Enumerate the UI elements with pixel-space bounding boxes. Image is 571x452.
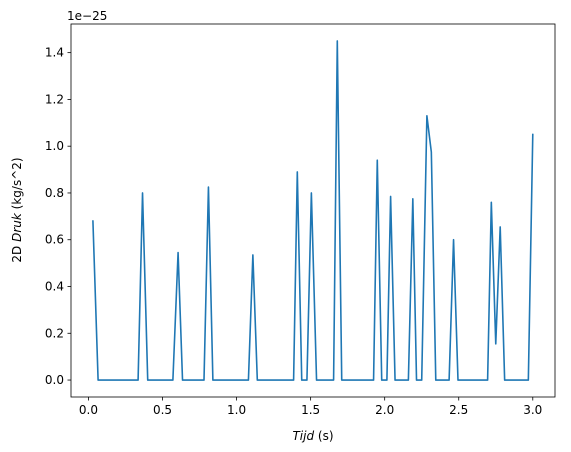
x-tick-label: 3.0 <box>523 403 542 417</box>
x-tick-label: 1.5 <box>301 403 320 417</box>
x-axis-label-italic: Tijd <box>292 429 314 443</box>
y-axis-label-italic: Druk <box>10 212 24 242</box>
y-axis-label: 2D Druk (kg/s^2) <box>10 157 24 262</box>
y-axis-label-rest: (kg/s^2) <box>10 157 24 213</box>
x-tick-label: 0.0 <box>79 403 98 417</box>
x-axis-label: Tijd (s) <box>292 429 333 443</box>
y-tick-label: 0.2 <box>45 326 64 340</box>
x-tick-label: 1.0 <box>227 403 246 417</box>
series-layer <box>92 40 534 381</box>
x-axis-ticks: 0.0 0.5 1.0 1.5 2.0 2.5 3.0 <box>79 397 542 417</box>
y-tick-label: 1.0 <box>45 139 64 153</box>
x-tick-label: 2.0 <box>375 403 394 417</box>
y-scale-label: 1e−25 <box>67 9 107 23</box>
x-tick-label: 0.5 <box>153 403 172 417</box>
x-axis-label-rest: (s) <box>314 429 333 443</box>
x-tick-label: 2.5 <box>449 403 468 417</box>
y-tick-label: 1.4 <box>45 46 64 60</box>
y-tick-label: 0.8 <box>45 186 64 200</box>
y-axis-ticks: 0.0 0.2 0.4 0.6 0.8 1.0 1.2 1.4 <box>45 46 71 387</box>
series-line <box>92 40 534 381</box>
y-tick-label: 1.2 <box>45 92 64 106</box>
y-axis-label-prefix: 2D <box>10 242 24 263</box>
y-tick-label: 0.4 <box>45 280 64 294</box>
axes-frame <box>70 23 556 398</box>
y-tick-label: 0.0 <box>45 373 64 387</box>
y-tick-label: 0.6 <box>45 233 64 247</box>
